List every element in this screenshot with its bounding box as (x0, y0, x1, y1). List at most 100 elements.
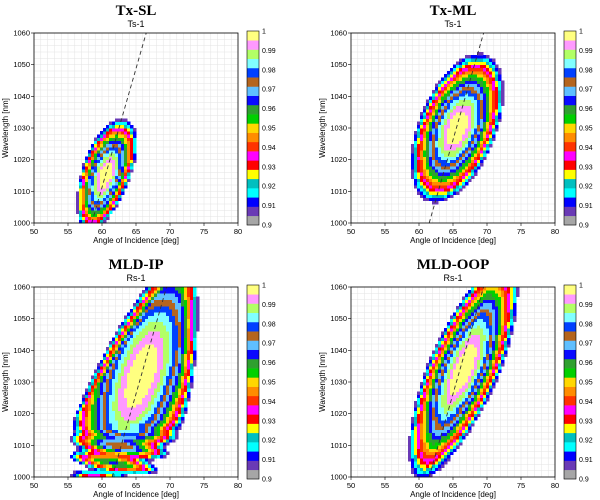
heat-cell (127, 162, 131, 167)
heat-cell (115, 401, 119, 405)
heat-cell (477, 372, 481, 377)
colorbar-band (247, 197, 259, 207)
heat-cell (142, 410, 146, 415)
heat-cell (444, 147, 448, 151)
heat-cell (438, 451, 442, 456)
heat-cell (459, 350, 463, 354)
colorbar-band (564, 31, 576, 41)
heat-cell (106, 210, 110, 214)
heat-cell (438, 454, 442, 459)
heat-cell (477, 401, 481, 405)
heat-cell (468, 410, 472, 415)
heat-cell (130, 143, 134, 148)
heat-cell (474, 83, 478, 88)
heat-cell (483, 137, 487, 142)
y-axis-label: Wavelength [nm] (1, 352, 10, 412)
heat-cell (438, 124, 442, 129)
heat-cell (106, 467, 110, 472)
heat-cell (429, 175, 433, 180)
heat-cell (136, 451, 140, 456)
heat-cell (453, 404, 457, 408)
heat-cell (157, 445, 161, 449)
heat-cell (172, 312, 176, 316)
heat-cell (190, 337, 194, 342)
heat-cell (462, 363, 466, 367)
heat-cell (88, 394, 92, 399)
heat-cell (432, 185, 436, 189)
heat-cell (109, 464, 113, 468)
heat-cell (136, 347, 140, 351)
heat-cell (459, 385, 463, 389)
heat-cell (495, 344, 499, 348)
heat-cell (447, 394, 451, 399)
heat-cell (106, 128, 110, 132)
heat-cell (444, 388, 448, 392)
heat-cell (178, 321, 182, 326)
heat-cell (112, 369, 116, 373)
heat-cell (148, 385, 152, 389)
heat-cell (109, 172, 113, 176)
heat-cell (121, 413, 125, 418)
heat-cell (139, 382, 143, 386)
heat-cell (178, 315, 182, 320)
heat-cell (145, 318, 149, 323)
colorbar-band (564, 460, 576, 471)
heat-cell (432, 413, 436, 418)
heat-cell (441, 191, 445, 195)
heat-cell (88, 413, 92, 418)
heat-cell (456, 191, 460, 195)
heat-cell (441, 359, 445, 364)
heat-cell (453, 353, 457, 358)
heat-cell (109, 429, 113, 434)
heat-cell (474, 340, 478, 345)
heat-cell (139, 461, 143, 465)
heat-cell (495, 366, 499, 370)
heat-cell (450, 344, 454, 348)
heat-cell (190, 359, 194, 364)
heat-cell (480, 394, 484, 399)
heat-cell (175, 426, 179, 430)
heat-cell (133, 328, 137, 332)
heat-cell (160, 439, 164, 443)
heat-cell (190, 353, 194, 358)
heat-cell (420, 128, 424, 132)
heat-cell (121, 461, 125, 465)
heat-cell (175, 315, 179, 320)
heat-cell (486, 382, 490, 386)
heat-cell (163, 321, 167, 326)
heat-cell (438, 169, 442, 173)
heat-cell (172, 426, 176, 430)
heat-cell (76, 423, 80, 427)
heat-cell (178, 296, 182, 301)
heat-cell (462, 423, 466, 427)
heat-cell (181, 401, 185, 405)
colorbar-band (247, 123, 259, 133)
heat-cell (148, 293, 152, 297)
heat-cell (438, 112, 442, 116)
x-tick-label: 80 (234, 481, 242, 490)
heat-cell (465, 293, 469, 297)
heat-cell (100, 359, 104, 364)
heat-cell (178, 340, 182, 345)
heat-cell (172, 382, 176, 386)
heat-cell (139, 467, 143, 472)
heat-cell (88, 461, 92, 465)
heat-cell (486, 290, 490, 294)
heat-cell (447, 99, 451, 104)
heat-cell (109, 439, 113, 443)
heat-cell (411, 166, 415, 170)
heat-cell (474, 121, 478, 126)
heat-cell (106, 426, 110, 430)
heat-cell (79, 429, 83, 434)
heat-cell (429, 356, 433, 361)
heat-cell (444, 99, 448, 104)
heat-cell (118, 432, 122, 437)
heat-cell (100, 404, 104, 408)
heat-cell (151, 454, 155, 459)
heat-cell (477, 58, 481, 62)
heat-cell (477, 366, 481, 370)
heat-cell (438, 426, 442, 430)
heat-cell (100, 461, 104, 465)
heat-cell (121, 347, 125, 351)
heat-cell (148, 442, 152, 446)
